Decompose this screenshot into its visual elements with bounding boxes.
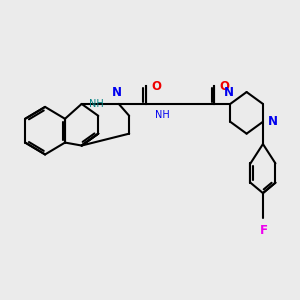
Text: N: N	[112, 85, 122, 99]
Text: N: N	[224, 85, 234, 99]
Text: F: F	[260, 224, 268, 237]
Text: NH: NH	[89, 99, 104, 109]
Text: N: N	[268, 115, 278, 128]
Text: NH: NH	[154, 110, 169, 121]
Text: O: O	[219, 80, 229, 93]
Text: O: O	[151, 80, 161, 93]
